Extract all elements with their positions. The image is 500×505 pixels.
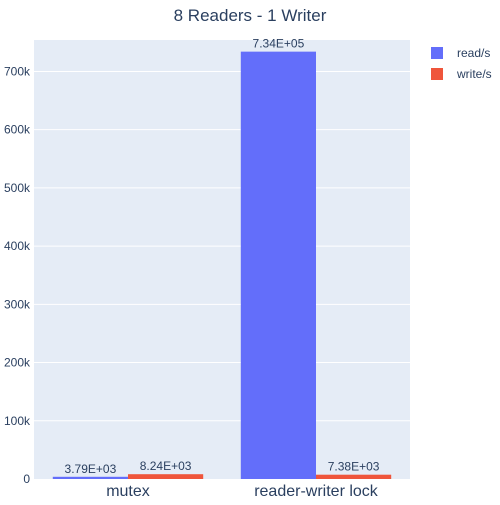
- chart-title: 8 Readers - 1 Writer: [174, 6, 327, 25]
- x-tick-label: reader-writer lock: [254, 483, 379, 500]
- legend-item-label[interactable]: write/s: [456, 67, 492, 81]
- bar-write-s-1[interactable]: [316, 475, 391, 479]
- bar-read-s-0[interactable]: [53, 477, 128, 479]
- x-axis: mutex reader-writer lock: [106, 483, 379, 500]
- data-label: 3.79E+03: [65, 462, 117, 476]
- x-tick-label: mutex: [106, 483, 150, 500]
- data-label: 7.38E+03: [328, 460, 380, 474]
- bar-write-s-0[interactable]: [128, 474, 203, 479]
- y-tick-label: 400k: [4, 239, 31, 253]
- y-tick-label: 500k: [4, 181, 31, 195]
- legend-swatch[interactable]: [431, 68, 443, 80]
- legend-item-label[interactable]: read/s: [457, 46, 490, 60]
- y-tick-label: 200k: [4, 356, 31, 370]
- legend-swatch[interactable]: [431, 47, 443, 59]
- data-label: 8.24E+03: [140, 459, 192, 473]
- y-tick-label: 600k: [4, 123, 31, 137]
- plot-area: [34, 40, 410, 479]
- y-tick-label: 700k: [4, 64, 31, 78]
- y-tick-label: 0: [23, 472, 30, 486]
- y-tick-label: 100k: [4, 414, 31, 428]
- legend[interactable]: read/s write/s: [431, 46, 492, 81]
- bar-read-s-1[interactable]: [241, 52, 316, 479]
- y-tick-label: 300k: [4, 297, 31, 311]
- data-label: 7.34E+05: [253, 37, 305, 51]
- y-axis: 0 100k 200k 300k 400k 500k 600k 700k: [4, 64, 31, 486]
